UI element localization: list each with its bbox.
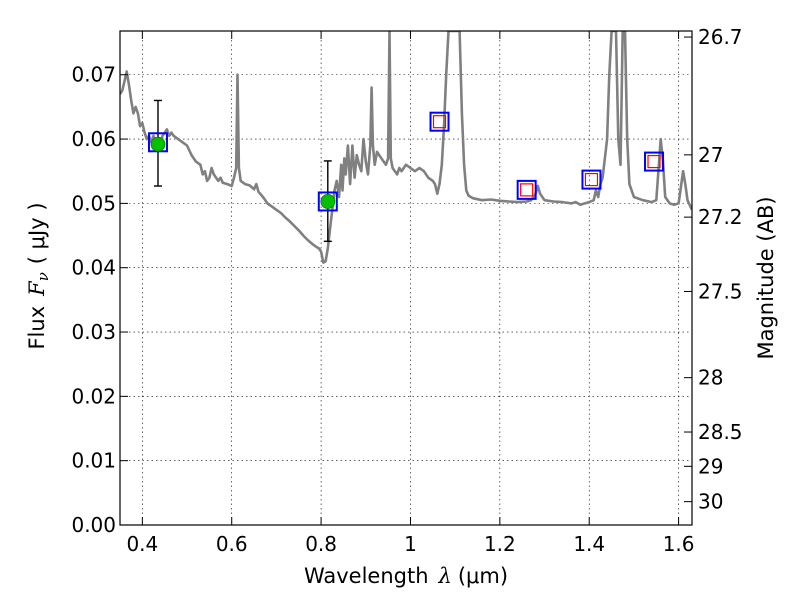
y-axis-label: Flux Fν ( μJy ): [25, 202, 52, 349]
x-axis-label: Wavelength λ (μm): [304, 564, 508, 588]
predicted-photometry-point: [647, 154, 661, 169]
model-photometry-point: [516, 179, 537, 200]
y2-tick-label: 30: [698, 490, 723, 514]
y2-tick-label: 28: [698, 366, 723, 390]
y2-tick-label: 27: [698, 143, 723, 167]
y-tick-label: 0.07: [71, 63, 116, 87]
model-photometry-point: [317, 191, 338, 212]
model-photometry-point: [581, 169, 602, 190]
x-tick-label: 1: [404, 532, 417, 556]
model-photometry-point: [429, 111, 450, 132]
observed-photometry-point: [150, 136, 166, 152]
x-tick-label: 0.4: [126, 532, 158, 556]
observed-photometry-point: [320, 194, 336, 209]
y-axis-label-symbol: F: [25, 280, 49, 297]
model-spectrum-line: [120, 31, 692, 264]
grid-lines: [120, 31, 692, 526]
y-tick-label: 0.04: [71, 256, 116, 280]
x-axis-label-units: (μm): [458, 564, 508, 588]
x-tick-label: 0.8: [305, 532, 337, 556]
spectrum-group: [120, 31, 692, 264]
x-tick-label: 0.6: [216, 532, 248, 556]
model-photometry-point: [644, 151, 665, 172]
y2-tick-label: 27.5: [698, 279, 743, 303]
y-tick-label: 0.01: [71, 449, 116, 473]
x-tick-label: 1.6: [663, 532, 695, 556]
predicted-photometry-point: [520, 183, 534, 197]
photometry-markers: [147, 99, 665, 243]
y-axis-label-units: ( μJy ): [25, 202, 49, 264]
y-tick-label: 0.02: [71, 384, 116, 408]
predicted-photometry-point: [432, 115, 447, 129]
y2-tick-label: 27.2: [698, 205, 743, 229]
x-tick-label: 1.4: [573, 532, 605, 556]
y-tick-label: 0.06: [71, 127, 116, 151]
x-tick-label: 1.2: [484, 532, 516, 556]
axis-ticks: 0.4 0.6 0.8 1 1.2 1.4 1.6 0.00 0.01 0.02 0.03 0.04 0…: [71, 25, 742, 556]
y2-axis-label: Magnitude (AB): [754, 196, 778, 359]
plot-frame: [119, 30, 693, 526]
y-tick-label: 0.00: [71, 513, 116, 537]
plot-area: [120, 31, 692, 264]
y-axis-label-prefix: Flux: [25, 306, 49, 350]
y-tick-label: 0.03: [71, 320, 116, 344]
y2-tick-label: 28.5: [698, 420, 743, 444]
y2-tick-label: 26.7: [698, 25, 743, 49]
predicted-photometry-point: [584, 172, 599, 187]
x-axis-label-symbol: λ: [438, 564, 452, 588]
x-axis-label-prefix: Wavelength: [304, 564, 429, 588]
y2-tick-label: 29: [698, 454, 723, 478]
y-axis-label-subscript: ν: [34, 272, 52, 281]
y-tick-label: 0.05: [71, 191, 116, 215]
